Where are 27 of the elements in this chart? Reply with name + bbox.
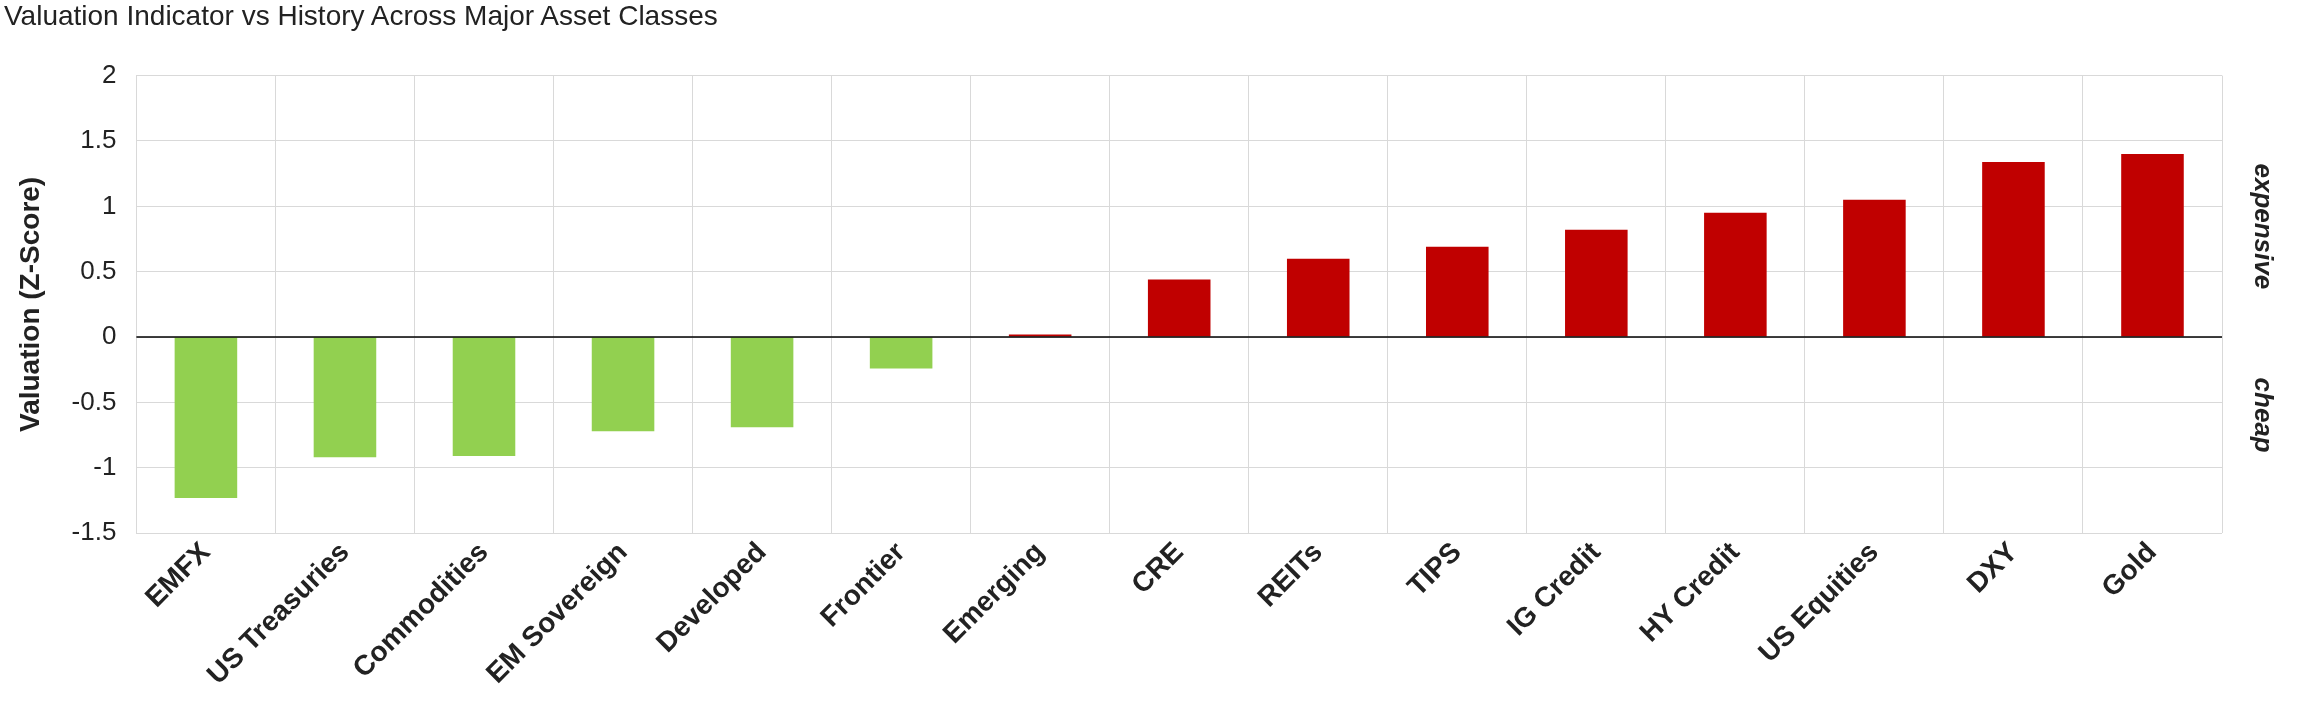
bar xyxy=(1008,334,1072,337)
bar xyxy=(313,337,377,458)
bar xyxy=(869,337,933,369)
text: cheap xyxy=(2248,377,2279,453)
bar xyxy=(174,337,238,498)
y-tick-label: -1 xyxy=(93,450,117,481)
bar xyxy=(1704,212,1767,337)
chart-title: Valuation Indicator vs History Across Major Asset Classes xyxy=(4,0,718,32)
y-axis-title: Valuation (Z-Score) xyxy=(13,176,45,432)
y-tick-label: 2 xyxy=(101,58,117,89)
bar xyxy=(1843,199,1906,337)
y-tick-label: -1.5 xyxy=(71,516,117,547)
bar xyxy=(1147,279,1211,337)
bar xyxy=(1286,258,1350,337)
y-tick-label: -0.5 xyxy=(71,385,117,416)
bar xyxy=(1565,229,1628,337)
bar xyxy=(730,337,794,428)
bar xyxy=(2121,154,2184,337)
bar xyxy=(452,337,516,457)
bar xyxy=(1426,246,1489,337)
text: expensive xyxy=(2248,163,2279,290)
y-tick-label: 1 xyxy=(101,189,117,220)
bar xyxy=(591,337,655,432)
y-tick-label: 0 xyxy=(101,320,117,351)
y-tick-label: 1.5 xyxy=(80,124,117,155)
bar xyxy=(1982,161,2045,337)
y-tick-label: 0.5 xyxy=(80,254,117,285)
